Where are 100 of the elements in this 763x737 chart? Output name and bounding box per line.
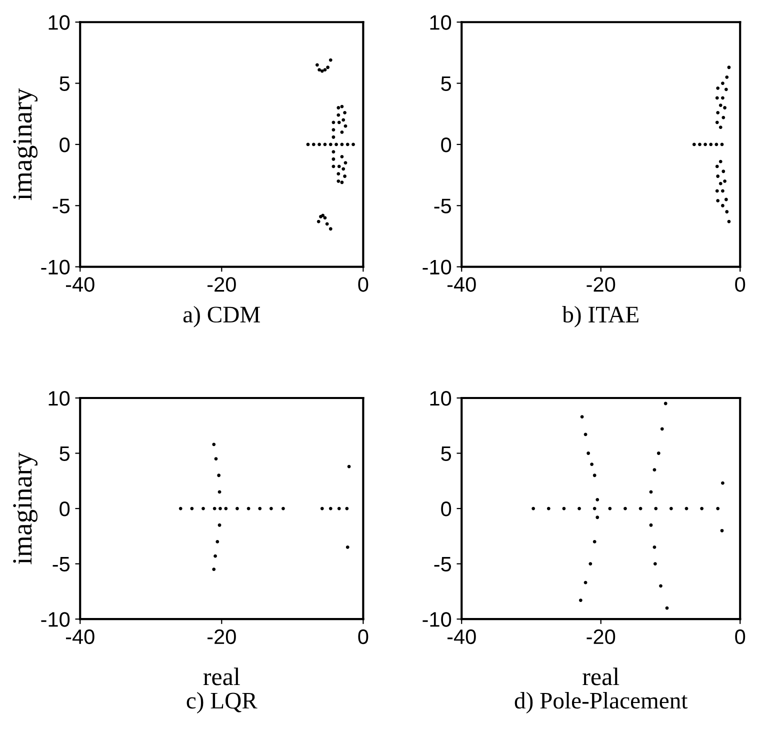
point	[315, 63, 319, 67]
point	[336, 172, 340, 176]
point	[724, 198, 728, 202]
point	[721, 82, 724, 85]
y-tick-label: 5	[60, 76, 70, 92]
point	[652, 468, 656, 472]
point	[332, 128, 336, 132]
point	[337, 164, 341, 168]
point	[588, 562, 592, 566]
text: a) CDM	[183, 306, 260, 328]
point	[321, 214, 325, 218]
point	[212, 568, 216, 572]
y-tick-label: 10	[430, 15, 452, 30]
point	[337, 120, 341, 124]
point	[624, 506, 627, 510]
point	[714, 142, 718, 146]
y-tick-label: 0	[441, 137, 452, 152]
point	[596, 516, 600, 520]
point	[718, 182, 722, 186]
point	[722, 170, 726, 174]
point	[340, 142, 344, 146]
y-tick-label: 10	[48, 390, 70, 406]
point	[721, 189, 724, 193]
point	[715, 189, 719, 193]
y-tick-label: 10	[48, 15, 70, 30]
point	[328, 142, 332, 146]
point	[656, 452, 660, 455]
point	[596, 498, 600, 502]
point	[325, 222, 329, 226]
point	[336, 179, 340, 183]
point	[692, 142, 696, 146]
y-tick-label: -5	[52, 198, 70, 214]
point	[224, 506, 228, 510]
point	[214, 457, 218, 460]
point	[332, 150, 336, 154]
point	[653, 562, 657, 566]
x-tick-label: -20	[208, 277, 236, 292]
point	[584, 580, 588, 584]
point	[328, 227, 332, 231]
x-axis-title: real	[203, 668, 240, 686]
point	[316, 220, 320, 224]
text: c) LQR	[186, 692, 258, 714]
point	[721, 96, 724, 100]
y-axis-title: imaginary	[13, 88, 38, 200]
point	[715, 96, 719, 100]
point	[345, 506, 349, 510]
x-tick-label: -40	[66, 277, 94, 292]
point	[608, 506, 612, 510]
point	[592, 506, 596, 510]
y-tick-label: 0	[441, 502, 452, 516]
point	[546, 506, 550, 510]
point	[332, 120, 336, 124]
point	[352, 142, 355, 146]
point	[323, 216, 327, 220]
point	[340, 180, 344, 184]
point	[580, 415, 584, 418]
x-axis-title: real	[582, 668, 620, 686]
point	[340, 130, 344, 134]
y-tick-label: 10	[430, 390, 452, 406]
point	[652, 546, 656, 549]
point	[592, 474, 596, 478]
point	[725, 210, 729, 214]
point	[326, 66, 330, 70]
point	[318, 142, 322, 146]
y-tick-label: 5	[441, 446, 452, 462]
point	[654, 506, 658, 510]
point	[212, 442, 216, 446]
point	[336, 113, 340, 117]
point	[715, 164, 719, 168]
point	[258, 506, 262, 510]
point	[346, 142, 350, 146]
point	[346, 546, 350, 549]
point	[214, 554, 217, 558]
point	[332, 157, 336, 161]
y-tick-label: -10	[41, 260, 70, 275]
y-tick-label: -5	[52, 557, 70, 572]
point	[320, 69, 324, 73]
point	[334, 142, 338, 146]
x-tick-label: 0	[735, 277, 746, 292]
point	[344, 161, 348, 165]
point	[328, 58, 332, 62]
point	[724, 88, 728, 92]
point	[716, 86, 720, 90]
point	[578, 506, 581, 510]
y-tick-label: -5	[434, 557, 452, 572]
point	[216, 540, 220, 544]
y-tick-label: 5	[441, 76, 452, 92]
text: d) Pole-Placement	[514, 692, 688, 714]
y-axis-title: imaginary	[13, 452, 38, 564]
point	[312, 142, 316, 146]
point	[578, 598, 582, 602]
x-tick-label: -40	[447, 277, 476, 292]
point	[716, 174, 720, 178]
y-tick-label: 0	[60, 137, 70, 152]
point	[590, 462, 594, 466]
point	[716, 199, 720, 202]
point	[725, 75, 729, 79]
point	[723, 179, 726, 183]
point	[178, 506, 182, 510]
point	[218, 506, 222, 510]
